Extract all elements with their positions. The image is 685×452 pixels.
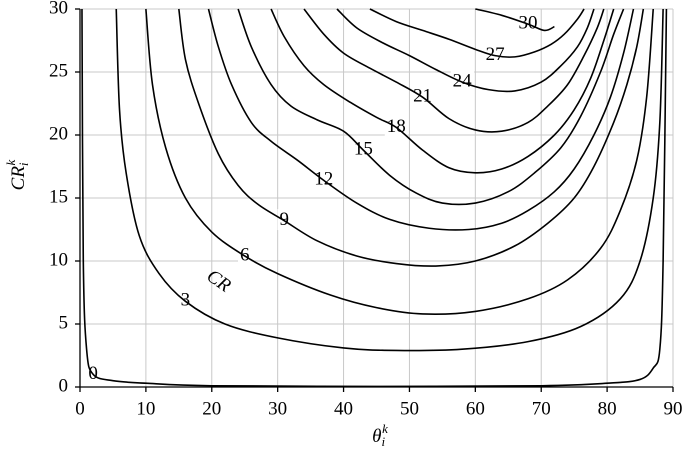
- x-label-base: θ: [372, 426, 381, 447]
- grid: [79, 8, 674, 388]
- contour-line: [270, 8, 615, 174]
- x-tick-label: 40: [334, 398, 353, 419]
- x-label-sub: i: [381, 434, 385, 449]
- contour-line: [207, 8, 635, 231]
- contour-label-bg: [516, 12, 540, 34]
- y-tick-label: 5: [59, 312, 69, 333]
- contour-label: 6: [240, 244, 250, 265]
- y-tick-label: 10: [49, 249, 68, 270]
- x-tick-label: 50: [400, 398, 419, 419]
- x-tick-label: 70: [532, 398, 551, 419]
- contour-line: [145, 8, 655, 315]
- contour-label: 24: [453, 70, 473, 91]
- contour-line: [303, 8, 605, 133]
- contour-label: 30: [519, 12, 538, 33]
- contour-line: [81, 8, 668, 388]
- contour-line: [237, 8, 625, 206]
- x-tick-label: 20: [202, 398, 221, 419]
- annotation: CR: [203, 266, 235, 297]
- contour-label: 27: [486, 44, 505, 65]
- y-tick-label: 25: [49, 60, 68, 81]
- x-tick-label: 10: [136, 398, 155, 419]
- contour-line: [178, 8, 645, 267]
- x-axis-label: θik: [372, 421, 388, 449]
- x-tick-label: 80: [598, 398, 617, 419]
- x-tick-label: 60: [466, 398, 485, 419]
- x-label-sup: k: [382, 421, 388, 436]
- contour-line: [336, 8, 595, 93]
- contour-label-bg: [450, 70, 475, 92]
- contour-line: [475, 8, 555, 32]
- x-tick-label: 30: [268, 398, 287, 419]
- contour-label: 3: [181, 290, 191, 311]
- y-tick-label: 20: [49, 123, 68, 144]
- contour-label-bg: [483, 43, 507, 65]
- x-tick-label: 0: [75, 398, 85, 419]
- y-tick-label: 0: [59, 375, 69, 396]
- contour-label-bg: [237, 244, 252, 266]
- x-tick-label: 90: [664, 398, 683, 419]
- contour-line: [115, 8, 664, 352]
- contour-label-bg: [277, 209, 292, 231]
- y-axis-label: CRik: [3, 159, 31, 190]
- contour-label: 12: [314, 169, 333, 190]
- y-tick-label: 15: [49, 186, 68, 207]
- y-label-base: CR: [8, 166, 29, 191]
- y-label-sub: i: [16, 162, 31, 166]
- y-label-sup: k: [3, 159, 18, 165]
- contour-label: 9: [280, 209, 290, 230]
- y-tick-label: 30: [49, 0, 68, 18]
- contour-line: [369, 8, 585, 58]
- contour-label-bg: [178, 289, 193, 311]
